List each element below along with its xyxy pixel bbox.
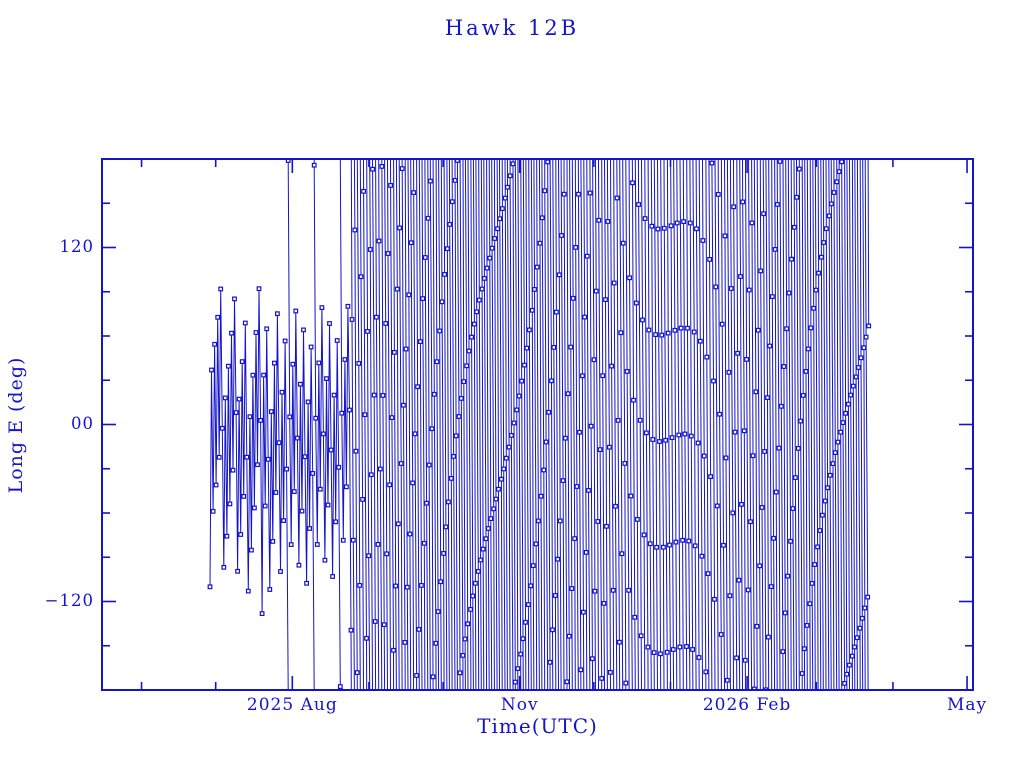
- y-tick-label-neg120: −120: [44, 590, 94, 610]
- x-axis-title: Time(UTC): [477, 714, 598, 738]
- y-tick-label-120: 120: [59, 236, 94, 256]
- chart-title: Hawk 12B: [444, 16, 580, 40]
- x-tick-label-feb2026: 2026 Feb: [702, 695, 792, 715]
- x-tick-label-may: May: [946, 695, 988, 715]
- y-tick-label-00: 00: [71, 413, 94, 433]
- x-tick-label-nov: Nov: [500, 695, 539, 715]
- x-tick-label-aug2025: 2025 Aug: [246, 695, 338, 715]
